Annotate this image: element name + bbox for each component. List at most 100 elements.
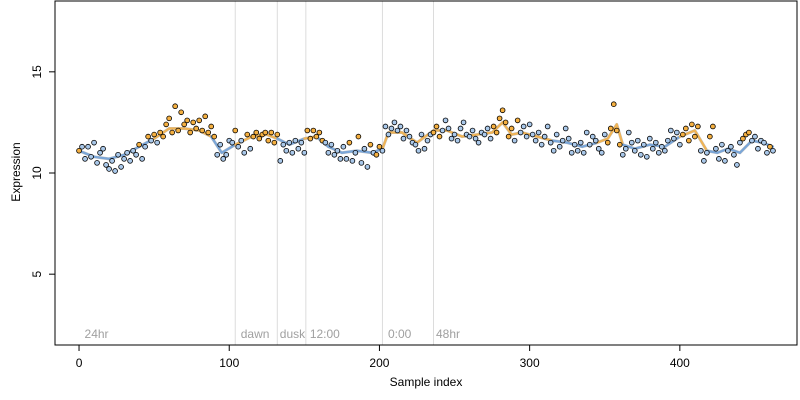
data-point-69 xyxy=(283,147,290,154)
data-point-102 xyxy=(382,123,389,130)
data-point-44 xyxy=(208,123,215,130)
data-point-45 xyxy=(211,133,218,140)
data-point-175 xyxy=(601,131,608,138)
data-point-83 xyxy=(325,149,332,156)
data-point-204 xyxy=(689,121,695,128)
data-point-212 xyxy=(713,145,719,152)
data-point-198 xyxy=(671,135,677,142)
data-point-189 xyxy=(643,154,650,160)
data-point-94 xyxy=(358,160,365,166)
data-point-218 xyxy=(731,151,737,158)
data-point-125 xyxy=(451,131,458,138)
data-point-211 xyxy=(710,123,716,130)
data-point-43 xyxy=(205,129,212,136)
data-point-124 xyxy=(448,135,455,142)
data-point-128 xyxy=(460,119,467,126)
y-tick-label-1: 10 xyxy=(30,166,44,180)
data-point-135 xyxy=(481,131,488,138)
data-point-7 xyxy=(97,149,103,156)
data-point-203 xyxy=(686,137,692,144)
data-point-149 xyxy=(523,133,530,140)
data-point-110 xyxy=(406,133,413,140)
data-point-145 xyxy=(511,137,518,144)
data-point-1 xyxy=(79,143,85,150)
data-point-18 xyxy=(130,147,136,154)
data-point-75 xyxy=(301,149,308,156)
data-point-182 xyxy=(622,145,629,152)
trend-segment-13 xyxy=(265,133,279,140)
data-point-228 xyxy=(761,139,767,146)
data-point-169 xyxy=(583,129,590,136)
data-point-12 xyxy=(112,168,118,174)
data-point-206 xyxy=(695,123,701,130)
data-point-150 xyxy=(526,121,533,128)
x-tick-label-3: 300 xyxy=(520,356,540,370)
data-point-56 xyxy=(244,131,251,138)
data-point-2 xyxy=(82,156,88,162)
data-point-202 xyxy=(683,125,689,132)
data-point-11 xyxy=(109,158,115,164)
time-marker-lines xyxy=(234,1,435,345)
data-point-130 xyxy=(466,133,473,140)
data-point-209 xyxy=(704,149,710,156)
data-point-86 xyxy=(334,147,341,154)
trend-segment-40 xyxy=(615,123,624,146)
x-tick-label-0: 0 xyxy=(76,356,83,370)
data-point-32 xyxy=(172,103,178,110)
data-point-123 xyxy=(445,125,452,132)
data-point-113 xyxy=(415,147,422,154)
data-point-162 xyxy=(562,125,569,132)
data-point-51 xyxy=(229,139,236,146)
trend-segment-9 xyxy=(210,135,223,154)
data-point-40 xyxy=(196,117,202,124)
data-point-132 xyxy=(472,135,479,142)
data-point-93 xyxy=(355,133,362,140)
data-point-201 xyxy=(680,131,686,138)
data-point-79 xyxy=(313,133,320,140)
data-point-143 xyxy=(505,133,512,140)
data-point-214 xyxy=(719,141,725,148)
data-point-60 xyxy=(256,135,263,142)
data-point-142 xyxy=(502,119,509,126)
data-point-187 xyxy=(637,151,644,158)
data-point-28 xyxy=(160,133,166,140)
trend-segment-44 xyxy=(663,135,681,148)
data-point-141 xyxy=(499,107,506,114)
data-point-84 xyxy=(328,141,335,148)
trend-segment-30 xyxy=(490,121,504,134)
data-point-207 xyxy=(698,147,704,154)
data-point-179 xyxy=(613,127,620,134)
data-point-101 xyxy=(379,147,386,154)
data-point-114 xyxy=(418,131,425,138)
data-point-107 xyxy=(397,123,404,130)
trend-segment-39 xyxy=(606,123,618,140)
trend-segment-20 xyxy=(355,149,374,154)
data-point-171 xyxy=(589,133,596,140)
data-point-216 xyxy=(725,147,731,154)
data-point-90 xyxy=(346,139,353,146)
data-point-99 xyxy=(373,151,380,158)
data-point-15 xyxy=(121,156,127,162)
data-point-231 xyxy=(770,147,776,154)
data-point-76 xyxy=(304,127,311,134)
time-annotation-0: 24hr xyxy=(85,327,109,341)
data-point-151 xyxy=(529,131,536,138)
data-point-140 xyxy=(496,115,503,122)
data-point-220 xyxy=(737,139,743,146)
data-point-161 xyxy=(559,137,566,144)
data-point-91 xyxy=(349,158,356,164)
data-point-30 xyxy=(166,115,172,122)
data-point-46 xyxy=(214,151,221,158)
data-point-230 xyxy=(767,143,773,150)
data-point-53 xyxy=(235,143,242,150)
data-point-104 xyxy=(388,125,395,132)
data-point-23 xyxy=(145,133,151,140)
data-point-177 xyxy=(607,125,614,132)
data-point-118 xyxy=(430,129,437,136)
data-point-20 xyxy=(136,141,142,148)
y-tick-label-2: 15 xyxy=(30,65,44,79)
time-annotation-4: 0:00 xyxy=(388,327,412,341)
data-point-138 xyxy=(490,123,497,130)
data-point-195 xyxy=(662,147,668,154)
data-point-185 xyxy=(631,147,638,154)
